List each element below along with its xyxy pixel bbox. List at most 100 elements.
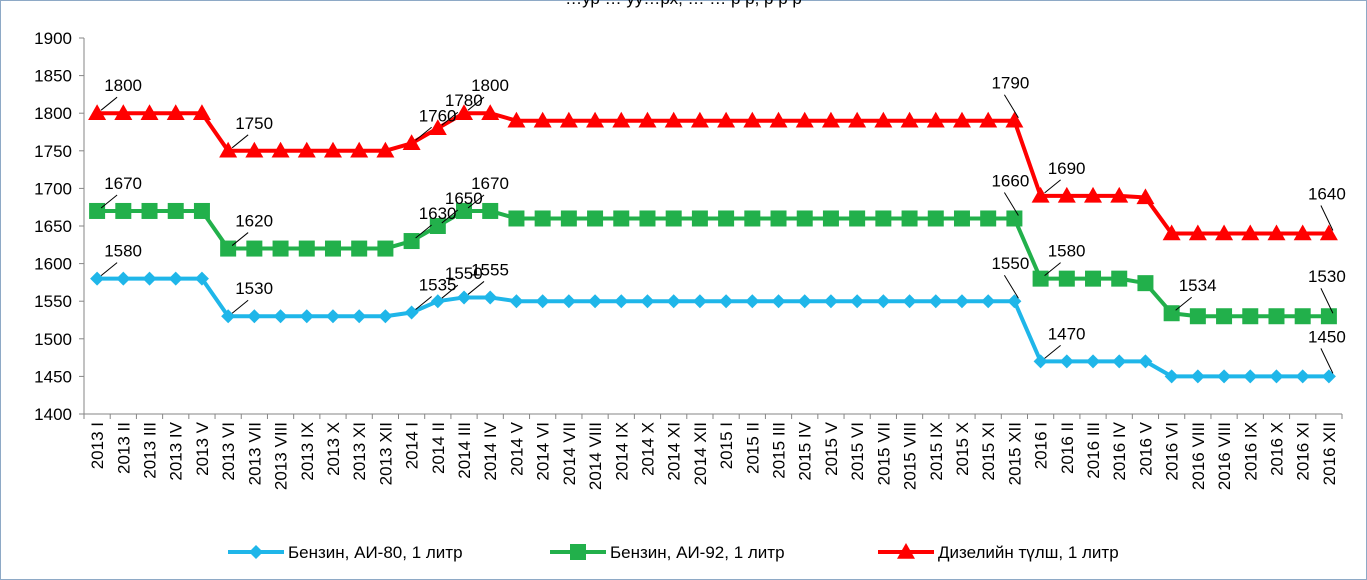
data-label-leader (100, 96, 118, 111)
series-point (192, 104, 211, 120)
series-line (97, 111, 1329, 236)
series-point (797, 294, 812, 309)
series-point (666, 294, 681, 309)
series-point (1216, 308, 1233, 325)
series-point (429, 218, 446, 234)
x-tick-label: 2015 XII (1005, 422, 1024, 485)
x-tick-label: 2015 XI (979, 422, 998, 481)
chart-title: …ур … уу…рх, … … р р, р р р (565, 0, 802, 8)
series-point (456, 202, 473, 219)
x-tick-label: 2013 IX (298, 422, 317, 481)
series-point (481, 104, 500, 120)
data-label: 1470 (1048, 324, 1086, 343)
series-point (1164, 369, 1179, 384)
data-label-leader (1003, 274, 1019, 299)
series-point (1058, 270, 1075, 287)
x-tick-label: 2013 II (114, 422, 133, 474)
series-point (823, 294, 838, 309)
series-point (928, 294, 943, 309)
data-label-leader (415, 296, 432, 310)
x-tick-label: 2016 I (1032, 422, 1051, 469)
series-point (952, 111, 971, 128)
x-tick-label: 2013 VI (219, 422, 238, 481)
series-point (769, 111, 788, 128)
series-point (588, 294, 603, 309)
data-label-leader (100, 262, 118, 277)
x-tick-label: 2013 V (193, 421, 212, 476)
series-point (1295, 369, 1310, 384)
data-label-leader (441, 111, 459, 126)
data-label-leader (1320, 348, 1334, 374)
x-tick-label: 2015 VII (874, 422, 893, 485)
data-label-leader (467, 281, 485, 295)
series-2 (88, 104, 1338, 241)
x-tick-label: 2015 VIII (901, 422, 920, 490)
series-point (664, 111, 683, 128)
series-point (324, 240, 341, 257)
y-tick-label: 1850 (34, 67, 72, 86)
series-point (874, 111, 893, 128)
y-tick-label: 1900 (34, 29, 72, 48)
series-point (561, 294, 576, 309)
x-tick-label: 2016 VIII (1215, 422, 1234, 490)
data-label: 1450 (1308, 327, 1346, 346)
x-tick-label: 2016 IX (1241, 422, 1260, 481)
series-point (1112, 354, 1127, 369)
legend-entry: Бензин, АИ-92, 1 литр (550, 543, 785, 562)
x-tick-label: 2015 VI (848, 422, 867, 481)
y-tick-label: 1650 (34, 217, 72, 236)
series-point (1138, 354, 1153, 369)
series-point (1085, 270, 1102, 287)
data-label-leader (441, 284, 459, 299)
x-tick-label: 2014 III (455, 422, 474, 479)
series-point (533, 111, 552, 128)
data-label: 1670 (104, 174, 142, 193)
series-point (745, 294, 760, 309)
series-point (90, 271, 105, 286)
series-point (926, 111, 945, 128)
y-tick-label: 1550 (34, 292, 72, 311)
series-point (1242, 308, 1259, 325)
series-point (325, 309, 340, 324)
series-point (245, 141, 264, 158)
series-point (1005, 111, 1024, 128)
x-tick-label: 2015 II (743, 422, 762, 474)
y-tick-label: 1400 (34, 405, 72, 424)
x-tick-label: 2014 XI (665, 422, 684, 481)
series-point (1217, 369, 1232, 384)
series-point (1293, 224, 1312, 241)
x-tick-label: 2013 I (88, 422, 107, 469)
series-point (221, 309, 236, 324)
series-point (1294, 308, 1311, 325)
data-label: 1550 (991, 254, 1029, 273)
data-label-leader (1320, 288, 1334, 314)
x-tick-label: 2014 IX (612, 422, 631, 481)
x-tick-label: 2015 IX (927, 422, 946, 481)
series-point (1032, 270, 1049, 287)
data-label-leader (231, 299, 249, 314)
legend-label: Бензин, АИ-92, 1 литр (610, 543, 785, 562)
x-tick-label: 2013 XI (350, 422, 369, 481)
series-point (404, 305, 419, 320)
series-point (535, 294, 550, 309)
x-tick-label: 2015 IV (796, 421, 815, 480)
series-point (821, 111, 840, 128)
data-label-leader (415, 224, 432, 239)
x-tick-label: 2015 III (770, 422, 789, 479)
series-point (220, 240, 237, 257)
series-point (377, 240, 394, 257)
legend-label: Бензин, АИ-80, 1 литр (288, 543, 463, 562)
x-tick-label: 2014 VI (534, 422, 553, 481)
series-point (771, 294, 786, 309)
series-point (376, 141, 395, 158)
data-label: 1534 (1179, 276, 1217, 295)
data-label-leader (1175, 296, 1192, 311)
series-point (483, 290, 498, 305)
x-tick-label: 2014 I (403, 422, 422, 469)
data-label-leader (1003, 192, 1019, 216)
series-point (428, 119, 447, 135)
series-point (1136, 188, 1155, 205)
series-point (430, 294, 445, 309)
